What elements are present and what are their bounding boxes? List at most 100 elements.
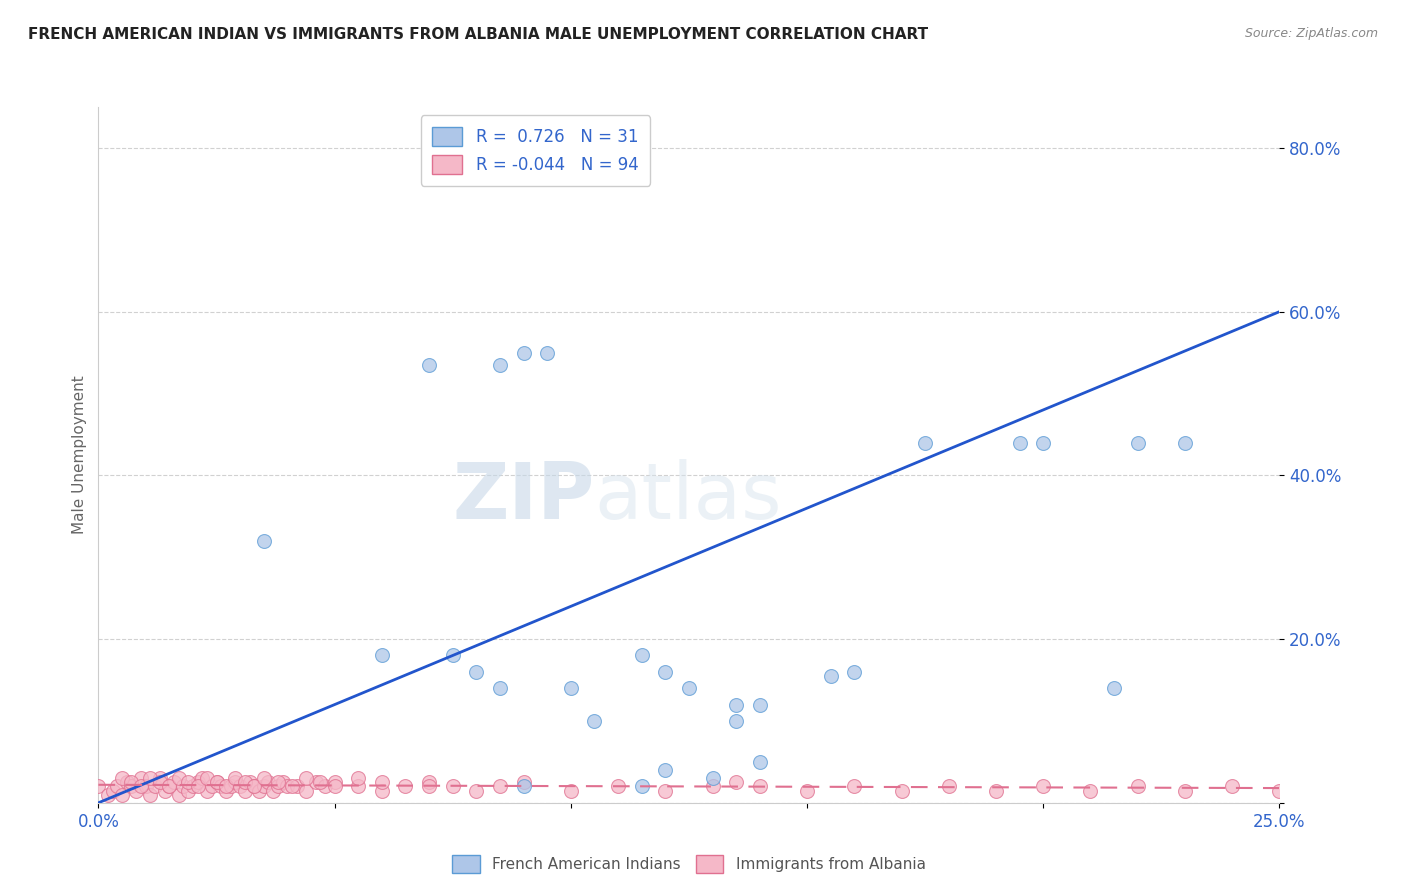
Point	[560, 783, 582, 797]
Point	[489, 681, 512, 696]
Point	[187, 780, 209, 794]
Point	[121, 780, 143, 794]
Point	[725, 714, 748, 728]
Point	[219, 780, 242, 794]
Point	[215, 780, 238, 794]
Point	[233, 783, 256, 797]
Point	[1032, 435, 1054, 450]
Point	[295, 783, 318, 797]
Point	[224, 775, 246, 789]
Point	[229, 780, 252, 794]
Point	[1174, 435, 1197, 450]
Point	[215, 783, 238, 797]
Point	[267, 775, 290, 789]
Point	[702, 771, 724, 785]
Point	[844, 780, 866, 794]
Y-axis label: Male Unemployment: Male Unemployment	[72, 376, 87, 534]
Point	[135, 780, 157, 794]
Point	[938, 780, 960, 794]
Point	[1008, 435, 1031, 450]
Point	[1080, 783, 1102, 797]
Point	[371, 648, 394, 663]
Point	[224, 771, 246, 785]
Text: FRENCH AMERICAN INDIAN VS IMMIGRANTS FROM ALBANIA MALE UNEMPLOYMENT CORRELATION : FRENCH AMERICAN INDIAN VS IMMIGRANTS FRO…	[28, 27, 928, 42]
Point	[149, 771, 172, 785]
Point	[748, 780, 770, 794]
Point	[678, 681, 700, 696]
Point	[281, 780, 304, 794]
Point	[725, 698, 748, 712]
Point	[725, 775, 748, 789]
Point	[560, 681, 582, 696]
Point	[654, 665, 676, 679]
Point	[323, 780, 346, 794]
Point	[201, 780, 224, 794]
Point	[129, 771, 152, 785]
Point	[233, 775, 256, 789]
Point	[191, 771, 214, 785]
Point	[157, 780, 180, 794]
Point	[285, 780, 308, 794]
Point	[276, 780, 298, 794]
Point	[630, 648, 652, 663]
Point	[418, 358, 440, 372]
Point	[139, 771, 162, 785]
Point	[97, 788, 120, 802]
Point	[914, 435, 936, 450]
Point	[347, 780, 370, 794]
Point	[314, 780, 336, 794]
Point	[441, 780, 464, 794]
Point	[1126, 435, 1149, 450]
Point	[347, 771, 370, 785]
Point	[418, 775, 440, 789]
Point	[323, 775, 346, 789]
Point	[111, 771, 134, 785]
Point	[844, 665, 866, 679]
Point	[243, 780, 266, 794]
Point	[796, 783, 818, 797]
Legend: French American Indians, Immigrants from Albania: French American Indians, Immigrants from…	[446, 849, 932, 879]
Point	[1174, 783, 1197, 797]
Point	[101, 783, 124, 797]
Point	[243, 780, 266, 794]
Point	[1032, 780, 1054, 794]
Point	[177, 775, 200, 789]
Point	[153, 783, 176, 797]
Point	[630, 780, 652, 794]
Point	[253, 533, 276, 548]
Text: Source: ZipAtlas.com: Source: ZipAtlas.com	[1244, 27, 1378, 40]
Point	[257, 775, 280, 789]
Point	[195, 783, 218, 797]
Point	[181, 780, 204, 794]
Point	[748, 755, 770, 769]
Point	[139, 788, 162, 802]
Point	[418, 780, 440, 794]
Point	[157, 780, 180, 794]
Point	[129, 780, 152, 794]
Point	[465, 783, 488, 797]
Point	[87, 780, 110, 794]
Point	[177, 783, 200, 797]
Point	[583, 714, 606, 728]
Point	[195, 771, 218, 785]
Point	[247, 783, 270, 797]
Point	[111, 788, 134, 802]
Point	[295, 771, 318, 785]
Point	[163, 775, 186, 789]
Text: ZIP: ZIP	[453, 458, 595, 534]
Point	[253, 780, 276, 794]
Point	[253, 771, 276, 785]
Point	[209, 780, 232, 794]
Point	[441, 648, 464, 663]
Point	[607, 780, 630, 794]
Point	[489, 780, 512, 794]
Point	[309, 775, 332, 789]
Point	[1268, 783, 1291, 797]
Point	[984, 783, 1007, 797]
Point	[305, 775, 328, 789]
Point	[512, 345, 534, 359]
Point	[205, 775, 228, 789]
Point	[143, 780, 166, 794]
Point	[371, 783, 394, 797]
Point	[465, 665, 488, 679]
